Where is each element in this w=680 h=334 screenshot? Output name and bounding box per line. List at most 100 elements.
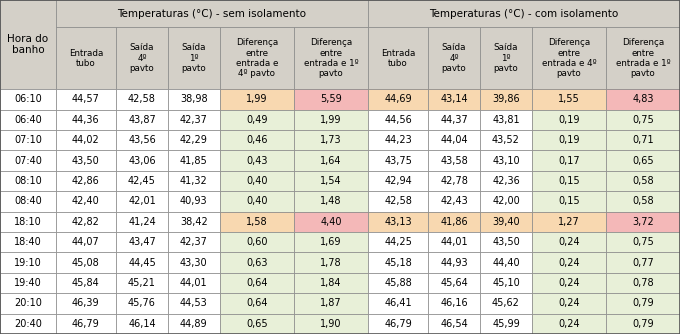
Text: 41,32: 41,32 xyxy=(180,176,207,186)
Text: Entrada
tubo: Entrada tubo xyxy=(69,48,103,68)
Bar xyxy=(294,130,368,150)
Text: 07:40: 07:40 xyxy=(14,156,41,166)
Text: 44,36: 44,36 xyxy=(72,115,100,125)
Bar xyxy=(168,293,220,314)
Text: 1,69: 1,69 xyxy=(320,237,341,247)
Text: 40,93: 40,93 xyxy=(180,196,207,206)
Text: Saída
4º
pavto: Saída 4º pavto xyxy=(130,43,154,73)
Text: 44,04: 44,04 xyxy=(440,135,468,145)
Bar xyxy=(480,150,532,171)
Bar xyxy=(0,273,56,293)
Bar xyxy=(606,27,680,89)
Bar xyxy=(0,293,56,314)
Bar xyxy=(532,89,606,110)
Bar xyxy=(532,110,606,130)
Bar xyxy=(294,171,368,191)
Bar xyxy=(606,110,680,130)
Text: 42,82: 42,82 xyxy=(72,217,100,227)
Bar xyxy=(532,191,606,212)
Bar xyxy=(480,314,532,334)
Text: 08:10: 08:10 xyxy=(14,176,41,186)
Text: 1,54: 1,54 xyxy=(320,176,341,186)
Text: 41,86: 41,86 xyxy=(440,217,468,227)
Text: 0,64: 0,64 xyxy=(246,278,267,288)
Text: 4,83: 4,83 xyxy=(632,95,653,105)
Text: 0,79: 0,79 xyxy=(632,298,653,308)
Text: 1,48: 1,48 xyxy=(320,196,341,206)
Bar xyxy=(168,171,220,191)
Text: 45,64: 45,64 xyxy=(440,278,468,288)
Bar xyxy=(480,253,532,273)
Text: 0,75: 0,75 xyxy=(632,115,654,125)
Bar xyxy=(0,253,56,273)
Bar xyxy=(368,130,428,150)
Text: 0,63: 0,63 xyxy=(246,258,267,268)
Text: 45,99: 45,99 xyxy=(492,319,520,329)
Bar xyxy=(168,212,220,232)
Text: 46,16: 46,16 xyxy=(440,298,468,308)
Text: 0,43: 0,43 xyxy=(246,156,267,166)
Text: 42,40: 42,40 xyxy=(72,196,100,206)
Bar xyxy=(606,191,680,212)
Text: 43,10: 43,10 xyxy=(492,156,520,166)
Text: 1,64: 1,64 xyxy=(320,156,341,166)
Text: 0,78: 0,78 xyxy=(632,278,653,288)
Bar xyxy=(220,89,294,110)
Bar xyxy=(606,89,680,110)
Bar xyxy=(56,0,368,27)
Text: 44,40: 44,40 xyxy=(492,258,520,268)
Bar xyxy=(168,253,220,273)
Text: 07:10: 07:10 xyxy=(14,135,41,145)
Text: 45,08: 45,08 xyxy=(72,258,100,268)
Text: 1,99: 1,99 xyxy=(246,95,267,105)
Bar xyxy=(116,273,168,293)
Bar xyxy=(428,110,480,130)
Text: 42,43: 42,43 xyxy=(440,196,468,206)
Text: 20:10: 20:10 xyxy=(14,298,41,308)
Bar xyxy=(0,150,56,171)
Bar xyxy=(480,27,532,89)
Bar xyxy=(56,171,116,191)
Bar xyxy=(168,89,220,110)
Bar xyxy=(220,314,294,334)
Bar xyxy=(428,130,480,150)
Bar xyxy=(480,130,532,150)
Text: 1,78: 1,78 xyxy=(320,258,341,268)
Bar xyxy=(532,232,606,253)
Bar xyxy=(116,171,168,191)
Bar xyxy=(368,273,428,293)
Bar xyxy=(480,293,532,314)
Text: Diferença
entre
entrada e
4º pavto: Diferença entre entrada e 4º pavto xyxy=(236,38,278,78)
Text: 0,71: 0,71 xyxy=(632,135,653,145)
Text: 42,58: 42,58 xyxy=(384,196,412,206)
Bar xyxy=(294,293,368,314)
Bar xyxy=(56,232,116,253)
Bar xyxy=(532,171,606,191)
Text: 45,88: 45,88 xyxy=(384,278,412,288)
Text: 0,24: 0,24 xyxy=(558,298,580,308)
Text: 0,64: 0,64 xyxy=(246,298,267,308)
Bar xyxy=(56,150,116,171)
Bar xyxy=(368,171,428,191)
Text: 38,98: 38,98 xyxy=(180,95,207,105)
Bar xyxy=(428,273,480,293)
Text: 4,40: 4,40 xyxy=(320,217,341,227)
Bar xyxy=(56,293,116,314)
Bar xyxy=(220,150,294,171)
Bar xyxy=(368,232,428,253)
Bar xyxy=(532,253,606,273)
Text: 43,30: 43,30 xyxy=(180,258,207,268)
Bar xyxy=(428,314,480,334)
Text: 43,47: 43,47 xyxy=(128,237,156,247)
Bar xyxy=(294,232,368,253)
Bar xyxy=(116,232,168,253)
Bar xyxy=(368,27,428,89)
Text: 41,85: 41,85 xyxy=(180,156,207,166)
Text: 1,58: 1,58 xyxy=(246,217,268,227)
Text: 1,84: 1,84 xyxy=(320,278,341,288)
Text: 42,36: 42,36 xyxy=(492,176,520,186)
Bar xyxy=(220,212,294,232)
Bar xyxy=(294,150,368,171)
Bar xyxy=(56,110,116,130)
Bar xyxy=(428,171,480,191)
